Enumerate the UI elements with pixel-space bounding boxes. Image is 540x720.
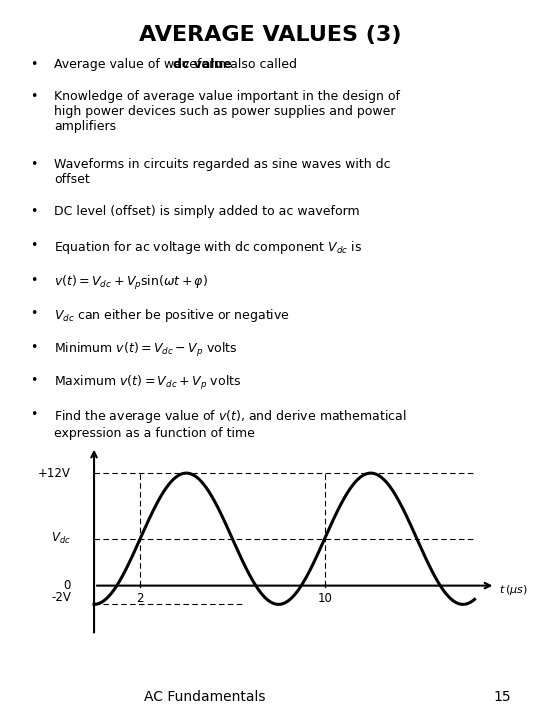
Text: Find the average value of $v(t)$, and derive mathematical
expression as a functi: Find the average value of $v(t)$, and de… [54, 408, 407, 440]
Text: 15: 15 [494, 690, 511, 704]
Text: •: • [30, 408, 37, 421]
Text: 0: 0 [64, 579, 71, 592]
Text: •: • [30, 158, 37, 171]
Text: 2: 2 [137, 592, 144, 606]
Text: Waveforms in circuits regarded as sine waves with dc
offset: Waveforms in circuits regarded as sine w… [54, 158, 390, 186]
Text: dc value: dc value [173, 58, 232, 71]
Text: Knowledge of average value important in the design of
high power devices such as: Knowledge of average value important in … [54, 90, 400, 133]
Text: AC Fundamentals: AC Fundamentals [145, 690, 266, 704]
Text: $V_{dc}$ can either be positive or negative: $V_{dc}$ can either be positive or negat… [54, 307, 290, 325]
Text: •: • [30, 205, 37, 218]
Text: Maximum $v(t) = V_{dc} + V_p$ volts: Maximum $v(t) = V_{dc} + V_p$ volts [54, 374, 241, 392]
Text: $t\,(\mu s)$: $t\,(\mu s)$ [499, 583, 528, 598]
Text: •: • [30, 239, 37, 252]
Text: 10: 10 [317, 592, 332, 606]
Text: Equation for ac voltage with dc component $V_{dc}$ is: Equation for ac voltage with dc componen… [54, 239, 362, 256]
Text: -2V: -2V [51, 591, 71, 604]
Text: •: • [30, 307, 37, 320]
Text: •: • [30, 58, 37, 71]
Text: Minimum $v(t) = V_{dc} - V_p$ volts: Minimum $v(t) = V_{dc} - V_p$ volts [54, 341, 238, 359]
Text: Average value of waveform also called: Average value of waveform also called [54, 58, 301, 71]
Text: DC level (offset) is simply added to ac waveform: DC level (offset) is simply added to ac … [54, 205, 360, 218]
Text: •: • [30, 90, 37, 103]
Text: AVERAGE VALUES (3): AVERAGE VALUES (3) [139, 25, 401, 45]
Text: •: • [30, 374, 37, 387]
Text: +12V: +12V [38, 467, 71, 480]
Text: •: • [30, 341, 37, 354]
Text: $V_{dc}$: $V_{dc}$ [51, 531, 71, 546]
Text: •: • [30, 274, 37, 287]
Text: $v(t) = V_{dc} + V_p \sin(\omega t + \varphi)$: $v(t) = V_{dc} + V_p \sin(\omega t + \va… [54, 274, 208, 292]
